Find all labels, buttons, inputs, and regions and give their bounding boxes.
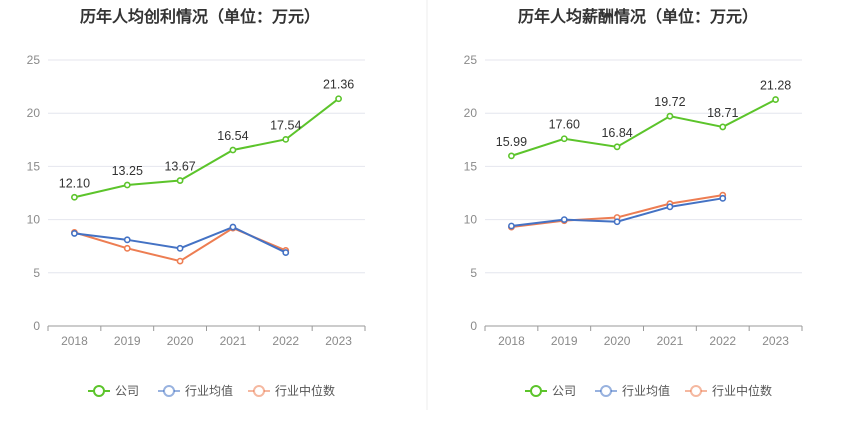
- legend-marker: [253, 385, 265, 397]
- y-tick-label: 5: [470, 266, 477, 280]
- y-tick-label: 0: [33, 319, 40, 333]
- data-label: 19.72: [654, 95, 685, 109]
- data-label: 21.28: [760, 79, 791, 93]
- data-point: [176, 244, 184, 252]
- x-tick-label: 2019: [114, 334, 141, 348]
- legend-marker: [530, 385, 542, 397]
- legend-marker: [600, 385, 612, 397]
- data-label: 12.10: [59, 176, 90, 190]
- data-point: [123, 236, 131, 244]
- y-tick-label: 25: [464, 53, 478, 67]
- x-tick-label: 2018: [61, 334, 88, 348]
- series-line: [74, 226, 287, 263]
- data-point: [772, 96, 779, 103]
- data-point: [176, 177, 184, 184]
- series-0: 12.10 13.25 13.67 16.54 17.54 21.36: [59, 78, 354, 201]
- y-tick-label: 20: [27, 106, 41, 120]
- chart-1: 历年人均创利情况（单位：万元） 0 5 10 15 20 25 2018 2019 2020 202…: [27, 7, 366, 398]
- data-point: [123, 181, 131, 189]
- data-point: [719, 194, 727, 202]
- chart-2: 历年人均薪酬情况（单位：万元） 0 5 10 15 20 25 2018 2019 2020 202…: [464, 7, 803, 398]
- series-2: [71, 224, 290, 265]
- legend-item[interactable]: 公司: [88, 384, 139, 398]
- legend-marker: [163, 385, 175, 397]
- legend-label: 行业均值: [622, 383, 670, 398]
- legend-item[interactable]: 行业均值: [595, 383, 670, 398]
- data-label: 17.60: [549, 118, 580, 132]
- data-point: [71, 193, 78, 201]
- x-tick-label: 2022: [272, 334, 299, 348]
- x-tick-label: 2021: [657, 334, 684, 348]
- data-point: [613, 218, 621, 226]
- y-tick-label: 15: [27, 159, 41, 173]
- legend-item[interactable]: 行业均值: [158, 383, 233, 398]
- y-tick-label: 25: [27, 53, 41, 67]
- chart-title: 历年人均创利情况（单位：万元）: [80, 7, 320, 26]
- data-label: 16.84: [601, 126, 632, 140]
- data-label: 21.36: [323, 78, 354, 92]
- data-label: 13.67: [164, 160, 195, 174]
- data-point: [176, 257, 184, 265]
- data-label: 17.54: [270, 118, 301, 132]
- data-point: [282, 135, 290, 143]
- data-label: 15.99: [496, 135, 527, 149]
- data-point: [229, 223, 237, 231]
- x-tick-label: 2021: [220, 334, 247, 348]
- legend-item[interactable]: 行业中位数: [685, 383, 772, 398]
- y-tick-label: 15: [464, 159, 478, 173]
- y-tick-label: 5: [33, 266, 40, 280]
- data-point: [613, 143, 621, 151]
- x-tick-label: 2023: [762, 334, 789, 348]
- data-point: [719, 123, 727, 131]
- data-label: 16.54: [217, 129, 248, 143]
- data-label: 13.25: [112, 164, 143, 178]
- data-point: [666, 203, 674, 211]
- legend-item[interactable]: 行业中位数: [248, 383, 335, 398]
- data-point: [560, 135, 568, 143]
- series-line: [511, 98, 777, 157]
- series-1: [508, 194, 727, 230]
- legend-label: 公司: [552, 384, 576, 398]
- data-point: [335, 95, 342, 103]
- y-tick-label: 10: [27, 213, 41, 227]
- legend-label: 行业中位数: [712, 383, 772, 398]
- y-tick-label: 20: [464, 106, 478, 120]
- data-point: [229, 146, 237, 154]
- data-point: [508, 152, 515, 160]
- x-tick-label: 2020: [167, 334, 194, 348]
- data-point: [508, 222, 515, 230]
- series-line: [74, 97, 340, 199]
- legend-label: 行业中位数: [275, 383, 335, 398]
- y-tick-label: 0: [470, 319, 477, 333]
- data-label: 18.71: [707, 106, 738, 120]
- x-tick-label: 2020: [604, 334, 631, 348]
- x-tick-label: 2019: [551, 334, 578, 348]
- x-tick-label: 2023: [325, 334, 352, 348]
- x-tick-label: 2022: [709, 334, 736, 348]
- data-point: [123, 244, 131, 252]
- legend-label: 公司: [115, 384, 139, 398]
- legend-marker: [690, 385, 702, 397]
- chart-title: 历年人均薪酬情况（单位：万元）: [518, 7, 758, 26]
- y-tick-label: 10: [464, 213, 478, 227]
- legend-marker: [93, 385, 105, 397]
- x-tick-label: 2018: [498, 334, 525, 348]
- data-point: [666, 112, 674, 120]
- data-point: [71, 230, 78, 237]
- data-point: [282, 249, 290, 256]
- legend-item[interactable]: 公司: [525, 384, 576, 398]
- legend-label: 行业均值: [185, 383, 233, 398]
- data-point: [560, 216, 568, 223]
- series-1: [71, 223, 290, 256]
- series-0: 15.99 17.60 16.84 19.72 18.71 21.28: [496, 79, 791, 160]
